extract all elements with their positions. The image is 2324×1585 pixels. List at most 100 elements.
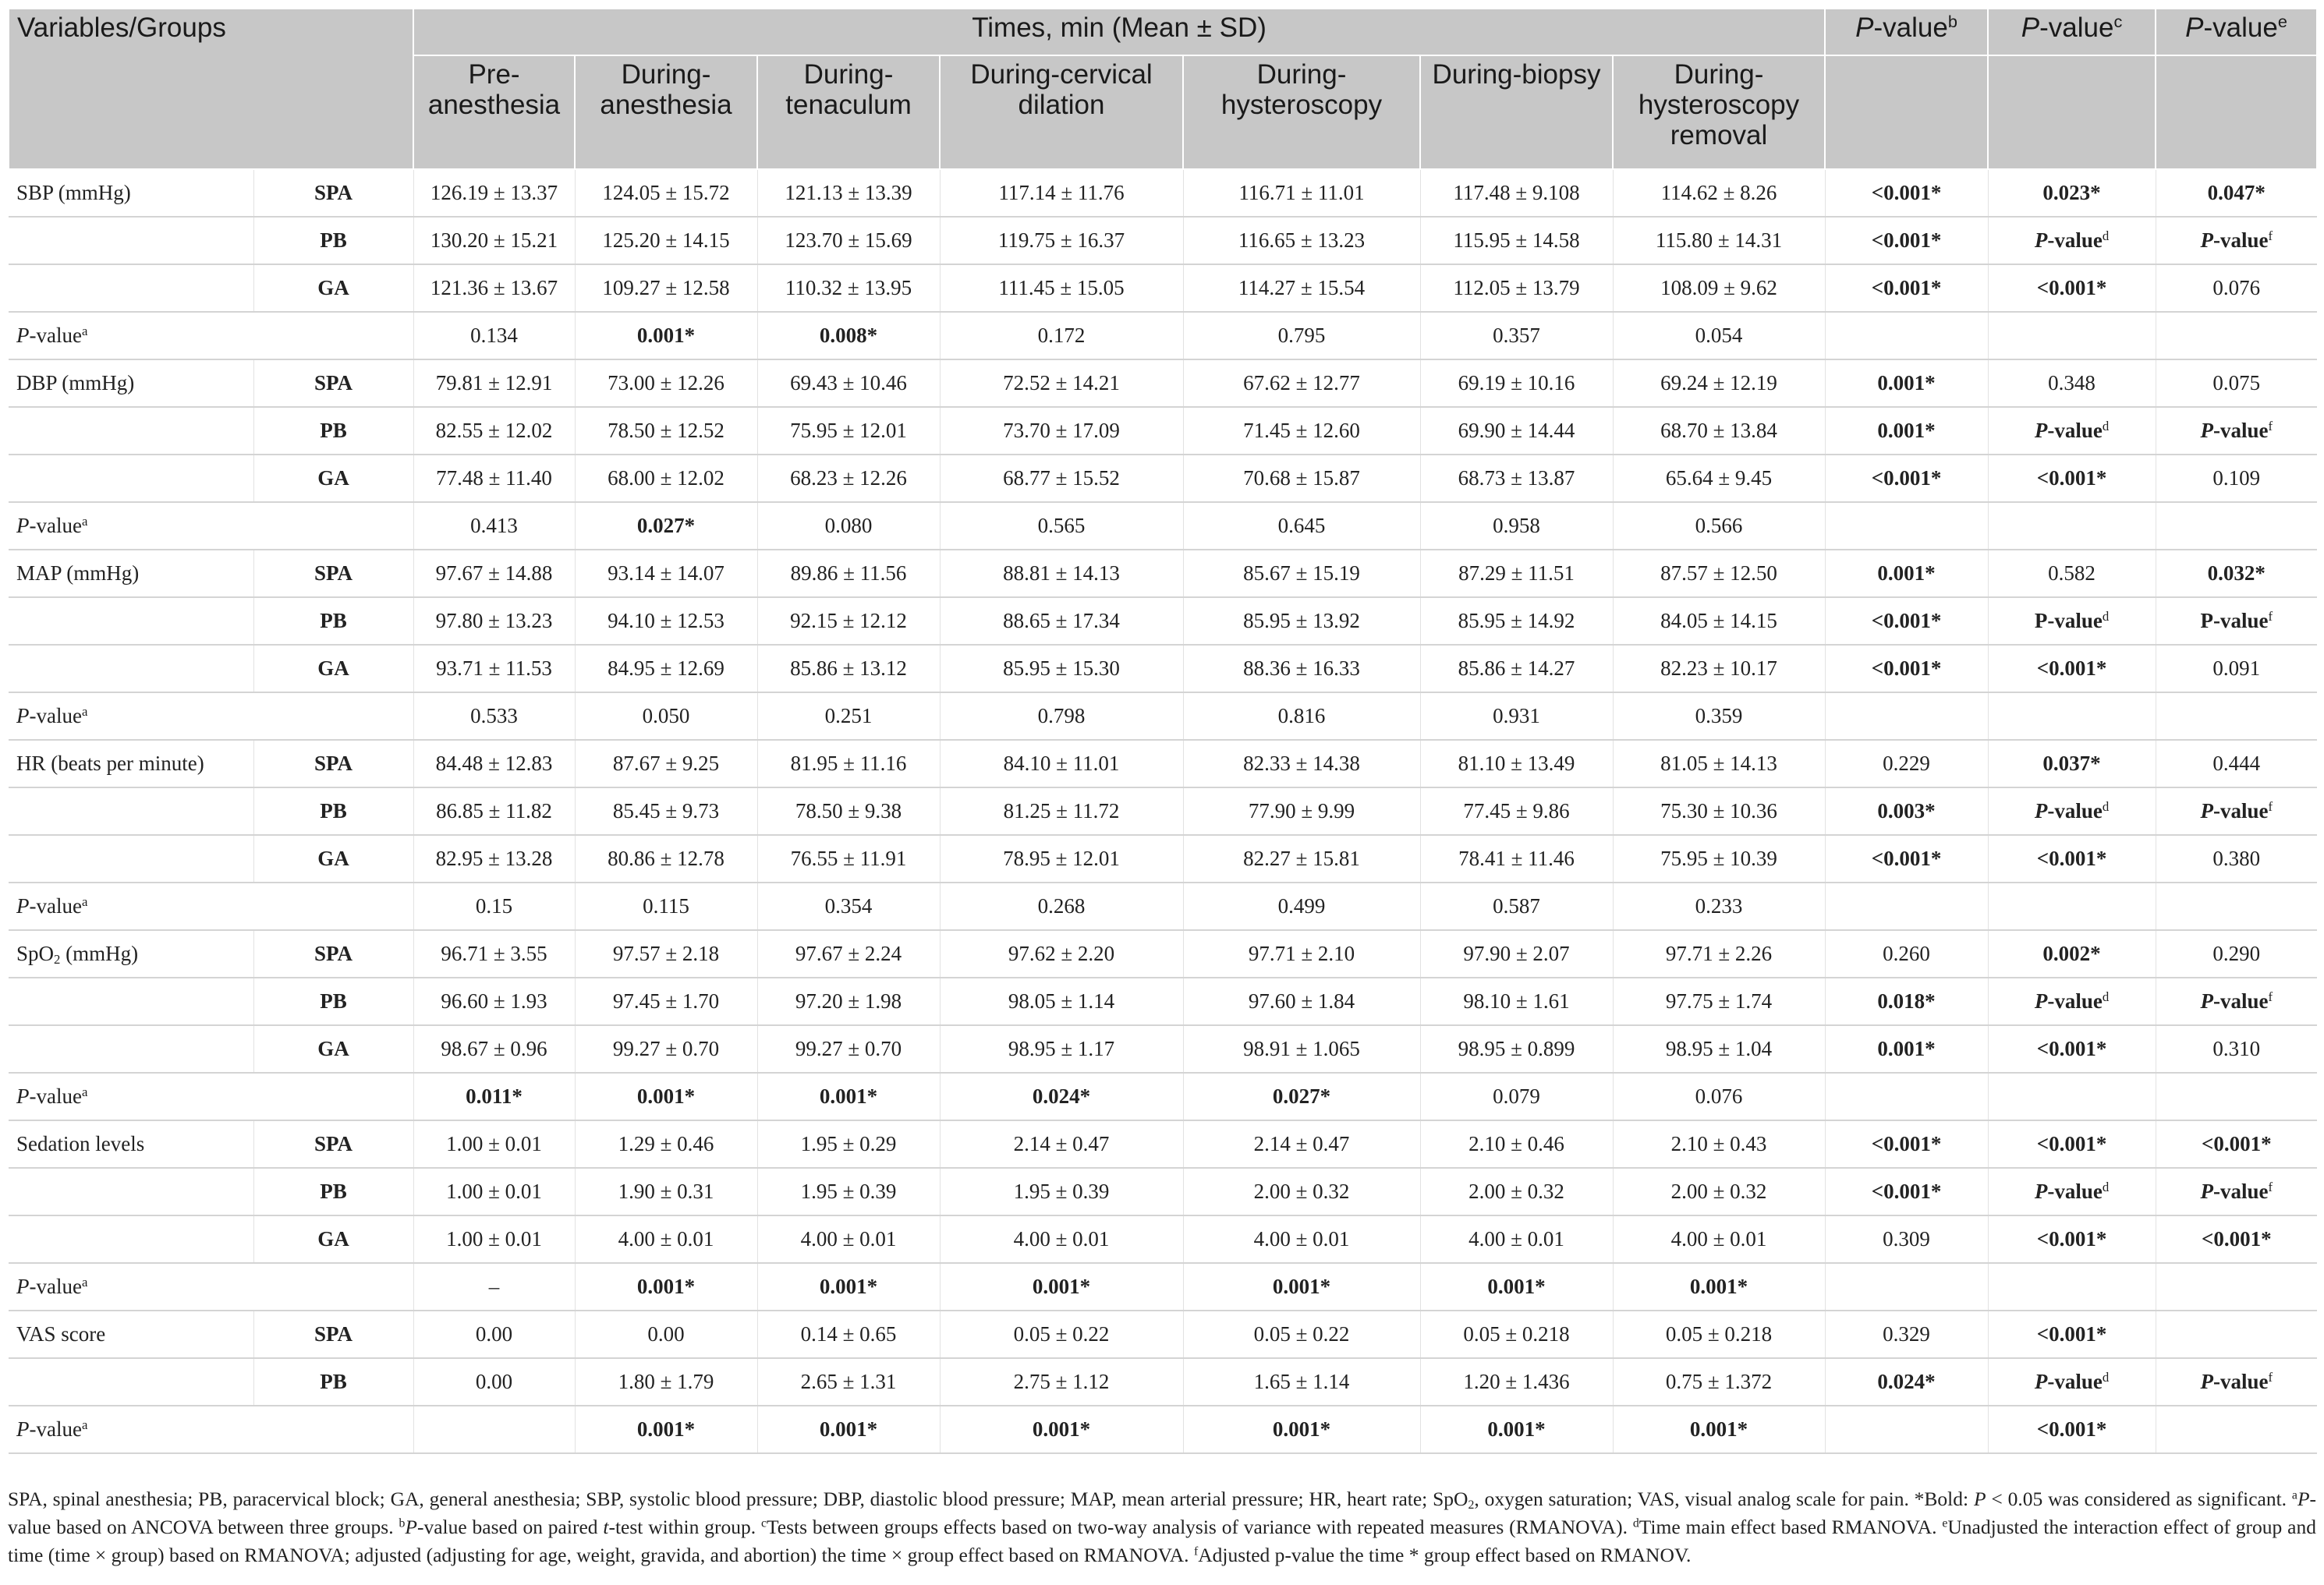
- variable-cell: P-valuea: [9, 1406, 414, 1454]
- text-run: P: [2200, 419, 2214, 442]
- header-cell: During-tenaculum: [756, 55, 941, 170]
- table-row: PB 82.55 ± 12.02 78.50 ± 12.52 75.95 ± 12.0…: [9, 407, 2318, 455]
- text: 121.36 ± 13.67: [430, 276, 558, 299]
- variable-cell: [9, 455, 253, 503]
- value-cell: 84.05 ± 14.15: [1612, 597, 1826, 646]
- value-cell: 98.67 ± 0.96: [413, 1025, 576, 1074]
- text-run: 0.001*: [1689, 1417, 1748, 1441]
- value-cell: 84.48 ± 12.83: [413, 740, 576, 788]
- pvalue-cell: <0.001*: [1987, 645, 2156, 693]
- header-cell: [2155, 55, 2319, 170]
- value-cell: 0.587: [1419, 883, 1614, 931]
- text: 77.45 ± 9.86: [1463, 799, 1570, 823]
- text: 97.60 ± 1.84: [1248, 989, 1355, 1013]
- group-cell: GA: [253, 455, 414, 503]
- pvalue-cell: 0.582: [1987, 550, 2156, 598]
- text: 69.19 ± 10.16: [1458, 371, 1575, 394]
- text-run: P: [2034, 799, 2048, 823]
- header-cell: During-cervical dilation: [939, 55, 1185, 170]
- text-run: d: [2102, 608, 2110, 624]
- text: 0.05 ± 0.218: [1463, 1322, 1570, 1346]
- value-cell: 68.77 ± 15.52: [939, 455, 1184, 503]
- value-cell: 79.81 ± 12.91: [413, 359, 576, 408]
- text: -value based on ANCOVA between three gro…: [8, 1488, 2317, 1539]
- text: 0.251: [824, 704, 873, 727]
- text-run: 0.037*: [2042, 752, 2101, 775]
- text: 96.71 ± 3.55: [441, 942, 547, 965]
- text: 81.05 ± 14.13: [1660, 752, 1777, 775]
- text-run: a: [81, 1417, 88, 1432]
- value-cell: 4.00 ± 0.01: [574, 1215, 758, 1264]
- text: 97.75 ± 1.74: [1665, 989, 1773, 1013]
- text-run: <0.001*: [2036, 656, 2107, 680]
- text: PB: [320, 228, 347, 252]
- value-cell: 98.95 ± 1.04: [1612, 1025, 1826, 1074]
- text: 0.533: [470, 704, 518, 727]
- table-row: P-valuea – 0.001* 0.001* 0.001* 0.001* 0.001* 0…: [9, 1263, 2318, 1311]
- text: 2.75 ± 1.12: [1013, 1370, 1110, 1393]
- value-cell: 110.32 ± 13.95: [756, 264, 941, 313]
- text: 0.444: [2212, 752, 2261, 775]
- value-cell: 1.90 ± 0.31: [574, 1168, 758, 1216]
- value-cell: 0.001*: [939, 1406, 1184, 1454]
- text-run: a: [81, 703, 88, 719]
- pvalue-cell: <0.001*: [1987, 1025, 2156, 1074]
- group-cell: GA: [253, 645, 414, 693]
- table-row: VAS score SPA 0.00 0.00 0.14 ± 0.65 0.05 ± 0.…: [9, 1311, 2318, 1359]
- value-cell: 69.90 ± 14.44: [1419, 407, 1614, 455]
- text: 1.29 ± 0.46: [618, 1132, 714, 1155]
- text: 78.50 ± 12.52: [608, 419, 724, 442]
- value-cell: 0.027*: [574, 502, 758, 550]
- value-cell: 130.20 ± 15.21: [413, 217, 576, 265]
- value-cell: 0.001*: [574, 1406, 758, 1454]
- variable-cell: [9, 217, 253, 265]
- value-cell: 115.80 ± 14.31: [1612, 217, 1826, 265]
- text: MAP (mmHg): [16, 561, 140, 585]
- text: 125.20 ± 14.15: [602, 228, 730, 252]
- value-cell: 0.816: [1182, 692, 1421, 741]
- text: 1.00 ± 0.01: [446, 1227, 542, 1251]
- text-run: P: [1855, 12, 1874, 43]
- text-run: -value: [2213, 799, 2269, 823]
- text-run: -value: [2047, 228, 2103, 252]
- text: 98.95 ± 0.899: [1458, 1037, 1575, 1060]
- text: 123.70 ± 15.69: [785, 228, 912, 252]
- text: 4.00 ± 0.01: [1670, 1227, 1767, 1251]
- value-cell: 78.41 ± 11.46: [1419, 835, 1614, 883]
- text-run: <0.001*: [2201, 1227, 2272, 1251]
- value-cell: 97.60 ± 1.84: [1182, 978, 1421, 1026]
- value-cell: 75.30 ± 10.36: [1612, 787, 1826, 836]
- value-cell: 87.57 ± 12.50: [1612, 550, 1826, 598]
- value-cell: 4.00 ± 0.01: [1182, 1215, 1421, 1264]
- variable-cell: P-valuea: [9, 883, 414, 931]
- text-run: <0.001*: [2036, 847, 2107, 870]
- value-cell: 96.71 ± 3.55: [413, 930, 576, 978]
- value-cell: 85.67 ± 15.19: [1182, 550, 1421, 598]
- value-cell: 2.10 ± 0.46: [1419, 1120, 1614, 1169]
- text: 87.29 ± 11.51: [1458, 561, 1575, 585]
- header-cell: Times, min (Mean ± SD): [413, 8, 1826, 56]
- text: SPA: [314, 942, 353, 965]
- variable-cell: [9, 787, 253, 836]
- text: PB: [320, 799, 347, 823]
- text-run: <0.001*: [1871, 276, 1942, 299]
- text: 130.20 ± 15.21: [430, 228, 558, 252]
- text: 1.95 ± 0.39: [800, 1180, 897, 1203]
- text: 70.68 ± 15.87: [1243, 466, 1360, 490]
- text-run: a: [81, 1084, 88, 1099]
- text: 76.55 ± 11.91: [790, 847, 907, 870]
- text: 78.41 ± 11.46: [1458, 847, 1575, 870]
- value-cell: 80.86 ± 12.78: [574, 835, 758, 883]
- text: Unadjusted the interaction effect of gro…: [8, 1516, 2316, 1567]
- value-cell: 2.10 ± 0.43: [1612, 1120, 1826, 1169]
- table-row: SpO2 (mmHg) SPA 96.71 ± 3.55 97.57 ± 2.18 97…: [9, 930, 2318, 978]
- text: SPA: [314, 752, 353, 775]
- text-run: 0.027*: [1272, 1084, 1331, 1108]
- text: 98.95 ± 1.17: [1008, 1037, 1115, 1060]
- text: Sedation levels: [16, 1132, 145, 1155]
- value-cell: 72.52 ± 14.21: [939, 359, 1184, 408]
- pvalue-cell: 0.309: [1824, 1215, 1989, 1264]
- text: Pre-anesthesia: [427, 59, 561, 121]
- text-run: P-value: [2200, 609, 2269, 632]
- value-cell: 0.566: [1612, 502, 1826, 550]
